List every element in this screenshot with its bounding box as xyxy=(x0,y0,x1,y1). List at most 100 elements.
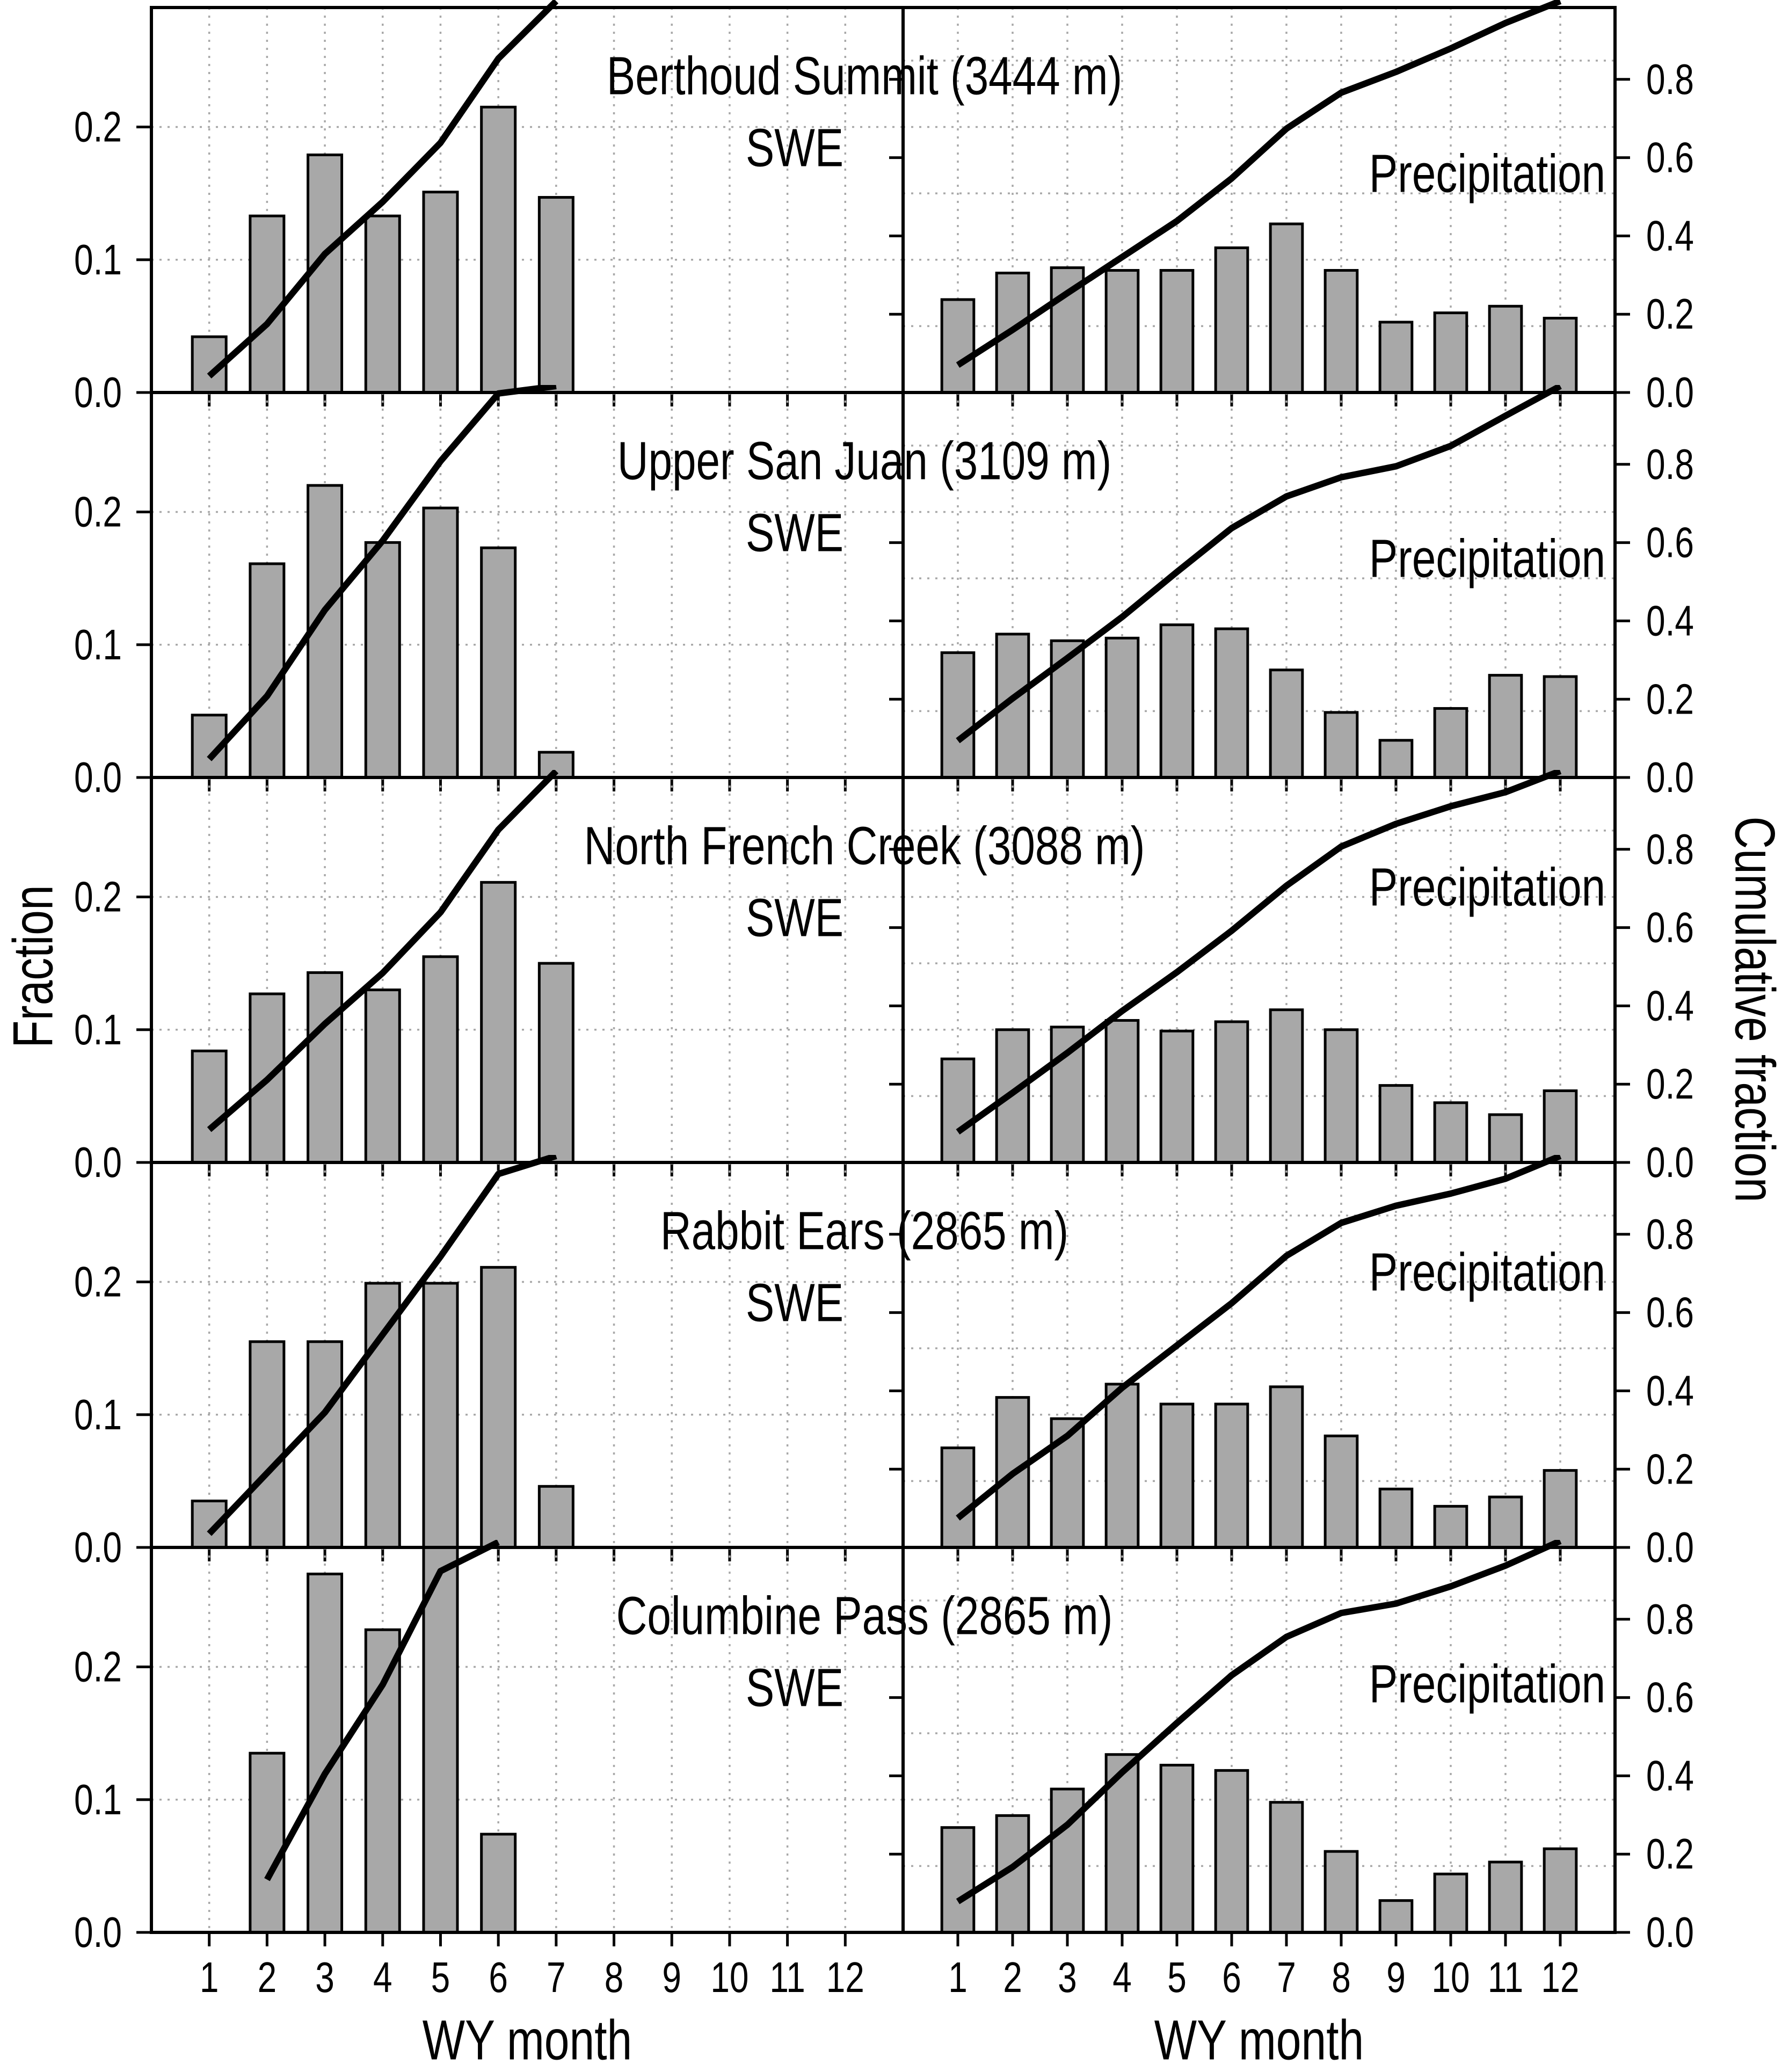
panel-frame xyxy=(901,1546,1617,1934)
precip-bar-month-8 xyxy=(1323,711,1359,779)
swe-bar-month-5 xyxy=(422,1282,459,1549)
precip-bar-month-8 xyxy=(1323,1434,1359,1549)
month-label-5: 5 xyxy=(1167,1953,1187,2001)
cumulative-tick-label: 0.0 xyxy=(1646,1523,1694,1571)
cumulative-tick-label: 0.0 xyxy=(1646,368,1694,416)
precip-bar-month-4 xyxy=(1104,636,1140,779)
precip-bar-month-10 xyxy=(1433,1101,1468,1164)
panel-precip-2 xyxy=(903,770,1615,1164)
panel-swe-0 xyxy=(151,0,903,394)
cumulative-line xyxy=(956,770,1562,1135)
cumulative-tick-label: 0.0 xyxy=(1646,1908,1694,1956)
swe-bar-month-2 xyxy=(249,562,286,779)
fraction-tick-label: 0.0 xyxy=(74,1908,122,1956)
cumulative-tick-label: 0.4 xyxy=(1646,1367,1694,1415)
cumulative-tick-label: 0.8 xyxy=(1646,440,1694,488)
month-label-3: 3 xyxy=(315,1953,334,2001)
swe-bar-month-3 xyxy=(307,1340,344,1549)
cumulative-line xyxy=(956,1540,1562,1904)
precip-bar-month-6 xyxy=(1214,627,1249,779)
swe-bar-month-5 xyxy=(422,955,459,1164)
swe-bar-month-1 xyxy=(191,714,228,779)
precip-label: Precipitation xyxy=(1369,1242,1605,1303)
precip-bar-month-11 xyxy=(1488,1495,1523,1549)
swe-label: SWE xyxy=(746,503,843,563)
cumulative-tick-label: 0.4 xyxy=(1646,597,1694,645)
precip-bar-month-9 xyxy=(1378,739,1414,779)
precip-label: Precipitation xyxy=(1369,144,1605,204)
swe-bar-month-6 xyxy=(480,105,517,394)
precip-bar-month-7 xyxy=(1269,1008,1304,1164)
right-axis-title: Cumulative fraction xyxy=(1723,817,1782,1203)
x-axis-title-right: WY month xyxy=(1154,2009,1364,2071)
cumulative-tick-label: 0.8 xyxy=(1646,1595,1694,1643)
precip-bar-month-12 xyxy=(1543,1469,1578,1549)
precip-bar-month-11 xyxy=(1488,1113,1523,1164)
cumulative-line xyxy=(207,770,559,1132)
swe-bar-month-7 xyxy=(537,1485,574,1549)
fraction-tick-label: 0.1 xyxy=(74,1776,122,1823)
station-title: Columbine Pass (2865 m) xyxy=(616,1586,1113,1646)
fraction-tick-label: 0.2 xyxy=(74,103,122,151)
month-label-8: 8 xyxy=(1332,1953,1351,2001)
swe-bar-month-5 xyxy=(422,191,459,394)
precip-bar-month-6 xyxy=(1214,1402,1249,1549)
precip-bar-month-12 xyxy=(1543,1847,1578,1934)
fraction-tick-label: 0.2 xyxy=(74,1643,122,1691)
precip-bar-month-8 xyxy=(1323,269,1359,394)
generated-panels: 0.0 0.1 0.2 0.0 0.2 0.4 0.6 0.8 Berthoud Summit … xyxy=(74,0,1694,2002)
precip-label: Precipitation xyxy=(1369,857,1605,918)
precip-bar-month-12 xyxy=(1543,675,1578,779)
x-axis-title-left: WY month xyxy=(423,2009,632,2071)
swe-bar-month-1 xyxy=(191,1049,228,1164)
fraction-tick-label: 0.1 xyxy=(74,621,122,668)
precip-bar-month-8 xyxy=(1323,1028,1359,1164)
precip-bar-month-1 xyxy=(940,1057,976,1164)
fraction-tick-label: 0.2 xyxy=(74,1258,122,1306)
month-label-7: 7 xyxy=(1277,1953,1296,2001)
precip-bar-month-9 xyxy=(1378,1899,1414,1934)
cumulative-tick-label: 0.4 xyxy=(1646,1752,1694,1800)
precip-bar-month-6 xyxy=(1214,1020,1249,1164)
month-label-5: 5 xyxy=(431,1953,450,2001)
month-label-8: 8 xyxy=(605,1953,624,2001)
month-label-1: 1 xyxy=(948,1953,968,2001)
panel-swe-4 xyxy=(151,1540,903,1934)
precip-bar-month-6 xyxy=(1214,246,1249,394)
swe-label: SWE xyxy=(746,1658,843,1718)
fraction-tick-label: 0.1 xyxy=(74,1006,122,1053)
cumulative-tick-label: 0.8 xyxy=(1646,825,1694,873)
precip-bar-month-5 xyxy=(1159,1763,1195,1934)
panel-swe-1 xyxy=(151,385,903,779)
swe-bar-month-4 xyxy=(364,214,401,394)
fraction-tick-label: 0.0 xyxy=(74,1523,122,1571)
cumulative-tick-label: 0.2 xyxy=(1646,1060,1694,1108)
precip-bar-month-1 xyxy=(940,1446,976,1549)
panel-precip-3 xyxy=(903,1155,1615,1549)
swe-label: SWE xyxy=(746,1273,843,1333)
fraction-tick-label: 0.0 xyxy=(74,368,122,416)
panel-swe-2 xyxy=(151,770,903,1164)
month-label-12: 12 xyxy=(826,1953,864,2001)
cumulative-line xyxy=(207,0,559,379)
swe-bar-month-4 xyxy=(364,1628,401,1934)
swe-bar-month-7 xyxy=(537,962,574,1164)
month-label-4: 4 xyxy=(373,1953,392,2001)
precip-bar-month-7 xyxy=(1269,222,1304,394)
fraction-tick-label: 0.2 xyxy=(74,873,122,921)
station-title: North French Creek (3088 m) xyxy=(584,816,1145,876)
station-title: Rabbit Ears (2865 m) xyxy=(660,1201,1068,1261)
precip-bar-month-4 xyxy=(1104,269,1140,394)
station-title: Upper San Juan (3109 m) xyxy=(617,431,1111,491)
precip-bar-month-9 xyxy=(1378,321,1414,394)
fraction-tick-label: 0.0 xyxy=(74,753,122,801)
cumulative-line xyxy=(264,1540,500,1881)
swe-bar-month-5 xyxy=(422,1546,459,1934)
swe-bar-month-3 xyxy=(307,971,344,1164)
swe-bar-month-7 xyxy=(537,196,574,394)
precip-bar-month-4 xyxy=(1104,1019,1140,1164)
month-label-1: 1 xyxy=(200,1953,219,2001)
month-label-7: 7 xyxy=(547,1953,566,2001)
